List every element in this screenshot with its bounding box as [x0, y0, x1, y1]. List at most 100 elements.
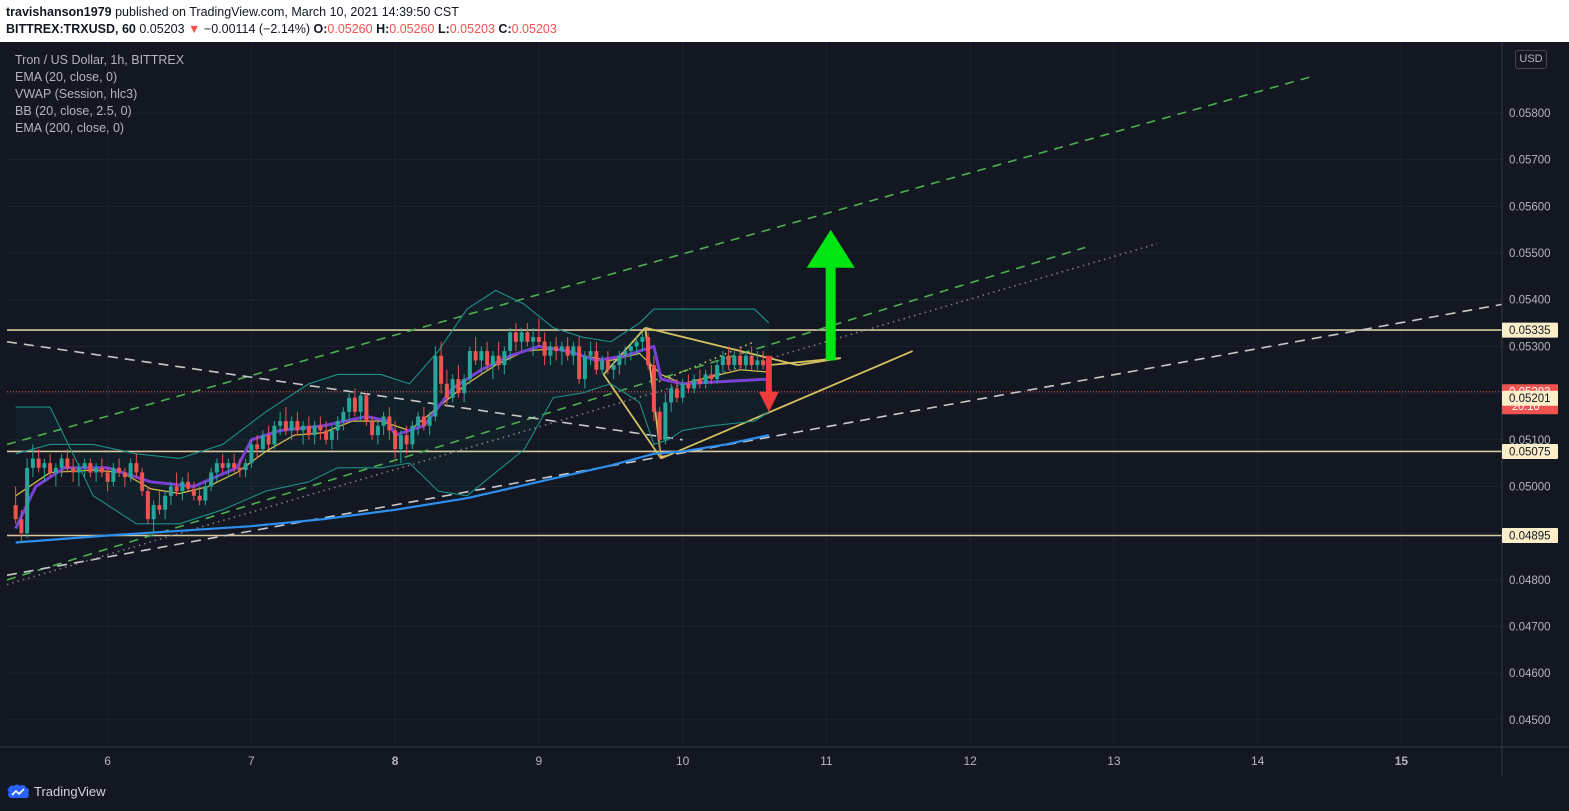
- candle-body: [393, 430, 398, 450]
- candle-body: [295, 421, 300, 431]
- candle-body: [19, 519, 24, 534]
- candle-body: [13, 505, 18, 520]
- candle-body: [65, 458, 70, 468]
- candle-body: [467, 351, 472, 380]
- indicator-line-bb: [15, 289, 770, 460]
- candle-body: [732, 355, 737, 366]
- tradingview-logo-icon[interactable]: [6, 784, 32, 802]
- candle-body: [485, 351, 490, 366]
- candle-body: [289, 421, 294, 431]
- bollinger-band-fill: [15, 290, 769, 524]
- price-axis-tick-label: 0.05400: [1509, 295, 1551, 307]
- candle-body: [352, 397, 357, 412]
- symbol-info: BITTREX:TRXUSD, 60 0.05203 ▼ −0.00114 (−…: [6, 22, 557, 36]
- candle-body: [761, 360, 766, 366]
- price-tag-label: 0.05075: [1509, 446, 1551, 458]
- candle-body: [680, 383, 685, 398]
- candle-body: [59, 458, 64, 468]
- candle-body: [220, 463, 225, 468]
- candle-body: [122, 472, 127, 478]
- legend-indicator-bb[interactable]: BB (20, close, 2.5, 0): [15, 104, 132, 118]
- candle-body: [272, 425, 277, 445]
- close-value: 0.05203: [511, 22, 557, 36]
- candle-body: [358, 395, 363, 412]
- candle-body: [709, 374, 714, 380]
- low-label: L:: [437, 22, 450, 36]
- legend-indicator-ema20[interactable]: EMA (20, close, 0): [15, 70, 118, 84]
- price-tag-label: 0.04895: [1509, 531, 1551, 543]
- candle-body: [94, 467, 99, 473]
- low-value: 0.05203: [449, 22, 495, 36]
- candle-body: [398, 435, 403, 450]
- time-axis-tick-label: 7: [248, 754, 255, 768]
- candle-body: [76, 467, 81, 473]
- candle-body: [577, 346, 582, 380]
- high-label: H:: [376, 22, 390, 36]
- price-axis-tick-label: 0.05500: [1509, 248, 1551, 260]
- candle-body: [496, 355, 501, 366]
- price-chart[interactable]: 0.045000.046000.047000.048000.049000.050…: [0, 42, 1569, 776]
- trend-drawing-solid: [660, 350, 913, 460]
- candle-body: [674, 388, 679, 398]
- author-name[interactable]: travishanson1979: [6, 5, 112, 19]
- candle-body: [686, 383, 691, 389]
- candle-body: [720, 355, 725, 366]
- time-axis-tick-label: 9: [536, 754, 543, 768]
- price-tag-label: 0.05201: [1509, 393, 1551, 405]
- price-axis-tick-label: 0.05000: [1509, 481, 1551, 493]
- indicator-line-ema200: [15, 434, 770, 544]
- candle-body: [433, 355, 438, 417]
- candle-body: [640, 337, 645, 342]
- candle-body: [450, 379, 455, 398]
- candle-body: [559, 346, 564, 352]
- candle-body: [163, 495, 168, 510]
- candle-body: [387, 416, 392, 431]
- candle-body: [646, 337, 651, 366]
- candle-body: [53, 467, 58, 473]
- candle-body: [605, 360, 610, 370]
- candle-body: [548, 346, 553, 356]
- price-axis-tick-label: 0.05700: [1509, 155, 1551, 167]
- candle-body: [36, 458, 41, 468]
- arrow-down-icon: [758, 355, 779, 412]
- candle-body: [243, 463, 248, 471]
- price-axis-tick-label: 0.05800: [1509, 108, 1551, 120]
- candle-body: [634, 341, 639, 347]
- price-axis-tick-label: 0.05600: [1509, 201, 1551, 213]
- candle-body: [266, 435, 271, 445]
- candle-body: [588, 351, 593, 356]
- candle-body: [525, 332, 530, 342]
- trend-drawing-dashed: [6, 303, 1503, 576]
- candle-body: [657, 411, 662, 440]
- legend-indicator-vwap[interactable]: VWAP (Session, hlc3): [15, 87, 138, 101]
- price-axis-tick-label: 0.04800: [1509, 575, 1551, 587]
- currency-button[interactable]: USD: [1515, 50, 1547, 69]
- candle-body: [111, 467, 116, 482]
- price-axis-tick-label: 0.04700: [1509, 622, 1551, 634]
- trend-drawing-solid: [645, 326, 798, 366]
- candle-body: [738, 355, 743, 366]
- candle-body: [427, 416, 432, 426]
- candle-body: [542, 341, 547, 356]
- symbol-label: BITTREX:TRXUSD, 60: [6, 22, 136, 36]
- open-value: 0.05260: [327, 22, 373, 36]
- candle-body: [347, 397, 352, 412]
- tradingview-brand[interactable]: TradingView: [34, 784, 106, 799]
- candle-body: [536, 337, 541, 342]
- candle-body: [260, 435, 265, 450]
- trend-drawing-dashed: [6, 74, 1316, 446]
- high-value: 0.05260: [389, 22, 435, 36]
- candle-body: [232, 463, 237, 468]
- candle-body: [88, 463, 93, 473]
- trend-drawing-dotted: [6, 242, 1158, 586]
- candle-body: [237, 467, 242, 471]
- price-tag-bg: [1502, 528, 1558, 543]
- legend-indicator-ema200[interactable]: EMA (200, close, 0): [15, 121, 125, 135]
- chart-area[interactable]: 0.045000.046000.047000.048000.049000.050…: [0, 42, 1569, 776]
- publish-header: travishanson1979 published on TradingVie…: [0, 0, 1569, 42]
- candle-body: [117, 467, 122, 473]
- candle-body: [416, 416, 421, 426]
- trend-drawing-dashed: [6, 340, 683, 441]
- candle-body: [473, 351, 478, 361]
- candle-body: [444, 383, 449, 398]
